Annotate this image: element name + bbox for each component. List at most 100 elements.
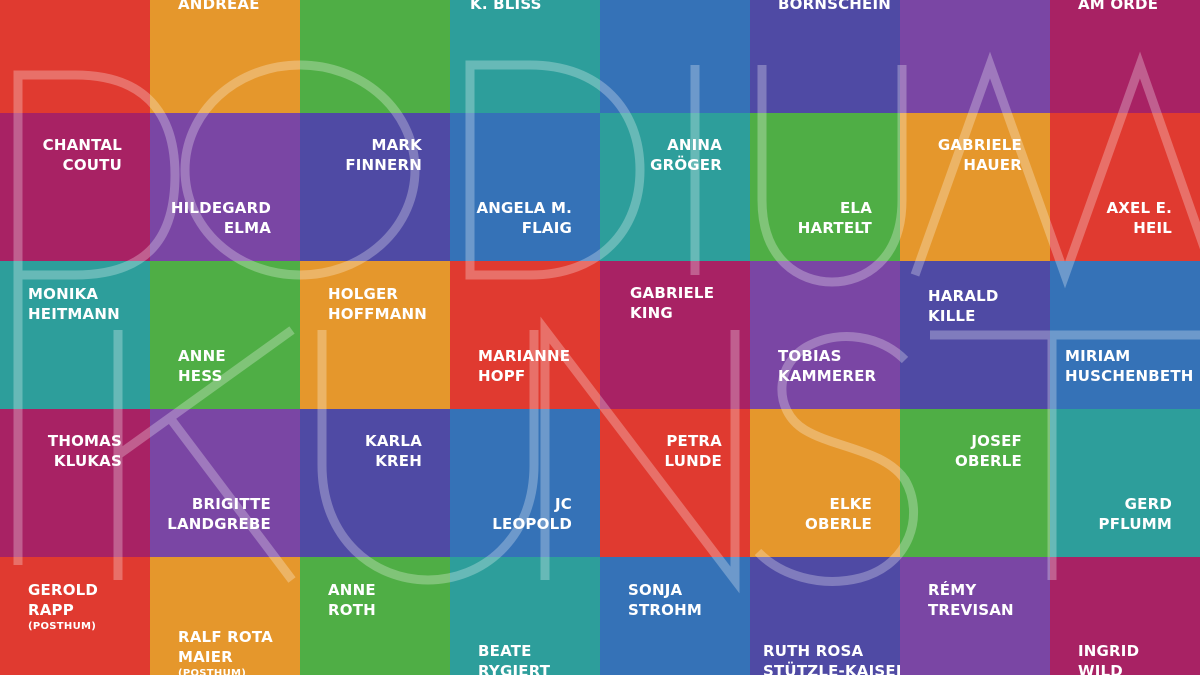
- artist-name-line: TREVISAN: [928, 601, 1014, 619]
- artist-tile: MARK FINNERN: [300, 113, 450, 261]
- artist-name-line: FLAIG: [521, 219, 572, 237]
- artist-name-line: ELMA: [223, 219, 271, 237]
- artist-name-line: BEATE: [478, 642, 532, 660]
- artist-name: PETRA LUNDE: [665, 431, 722, 471]
- artist-name: JC LEOPOLD: [492, 494, 572, 534]
- artist-name-line: GEROLD: [28, 581, 99, 599]
- artist-note: (POSTHUM): [178, 668, 247, 675]
- artist-name-line: RUTH ROSA: [763, 642, 864, 660]
- artist-name-line: RALF ROTA: [178, 628, 273, 646]
- artist-name: GEROLD RAPP (POSTHUM): [28, 580, 98, 634]
- artist-tile: BEATE RYGIERT: [450, 557, 600, 675]
- artist-tile: GEROLD RAPP (POSTHUM): [0, 557, 150, 675]
- artist-tile: FRANKALTMANN: [0, 0, 150, 113]
- artist-name-line: HOFFMANN: [328, 305, 428, 323]
- artist-tile: ANINA GRÖGER: [600, 113, 750, 261]
- artist-name-line: HEIL: [1133, 219, 1172, 237]
- artist-name-line: RYGIERT: [478, 662, 551, 675]
- artist-name: TOBIAS KAMMERER: [778, 346, 876, 386]
- artist-name-line: HOPF: [478, 367, 526, 385]
- artist-name-line: FINNERN: [345, 156, 422, 174]
- artist-name: HILDEGARD ELMA: [171, 198, 271, 238]
- artist-name: THOMAS KLUKAS: [48, 431, 122, 471]
- artist-name-line: PFLUMM: [1098, 515, 1172, 533]
- artist-name: GABRIELE KING: [630, 283, 714, 323]
- artist-tile: PETRA LUNDE: [600, 409, 750, 557]
- artist-name-line: KILLE: [928, 307, 976, 325]
- artist-name-line: ANDREAE: [178, 0, 260, 13]
- artist-name-line: PETRA: [666, 432, 722, 450]
- artist-name-line: RÉMY: [928, 581, 977, 599]
- artist-name: KLAUSANDREAE: [178, 0, 260, 14]
- artist-name-line: JC: [555, 495, 572, 513]
- artist-name: RÉMY TREVISAN: [928, 580, 1014, 620]
- artist-name-line: JOSEF: [971, 432, 1022, 450]
- artist-tile: HILDEGARD ELMA: [150, 113, 300, 261]
- artist-tile: INGRID WILD: [1050, 557, 1200, 675]
- artist-tile: AXEL E. HEIL: [1050, 113, 1200, 261]
- artist-name-line: AXEL E.: [1106, 199, 1172, 217]
- artist-name: MARCBORNSCHEIN: [778, 0, 891, 14]
- artist-name-line: INGRID: [1078, 642, 1140, 660]
- artist-tile: HARALD KILLE: [900, 261, 1050, 409]
- artist-name: MIRIAM HUSCHENBETH: [1065, 346, 1194, 386]
- artist-tile: THOMAS KLUKAS: [0, 409, 150, 557]
- artist-name: ELA HARTELT: [798, 198, 872, 238]
- artist-tile: BRIGITTE LANDGREBE: [150, 409, 300, 557]
- artist-tile: GABRIELE HAUER: [900, 113, 1050, 261]
- artist-name-line: ELA: [839, 199, 872, 217]
- artist-name: MARIANNE HOPF: [478, 346, 570, 386]
- artist-name: WERNERK. BLISS: [470, 0, 544, 14]
- artist-name: BEATE RYGIERT: [478, 641, 550, 675]
- artist-name-line: CHANTAL: [42, 136, 122, 154]
- artist-name: SONJA STROHM: [628, 580, 702, 620]
- artist-tile: MIRIAM HUSCHENBETH: [1050, 261, 1200, 409]
- artist-note: (POSTHUM): [28, 621, 97, 632]
- artist-name: CHANTAL COUTU: [43, 135, 122, 175]
- artist-name-line: KREH: [375, 452, 422, 470]
- artist-name-line: ANGELA M.: [476, 199, 572, 217]
- artist-name-line: HARTELT: [797, 219, 872, 237]
- artist-name: RALF ROTA MAIER (POSTHUM): [178, 627, 273, 675]
- artist-name: ANNE ROTH: [328, 580, 376, 620]
- artist-name-line: KARLA: [365, 432, 422, 450]
- artist-tile: ANNE ROTH: [300, 557, 450, 675]
- artist-tile: ELA HARTELT: [750, 113, 900, 261]
- artist-name: KARLA KREH: [365, 431, 422, 471]
- artist-name-line: ANINA: [667, 136, 722, 154]
- artist-tile: WERNERK. BLISS: [450, 0, 600, 113]
- artist-name-line: COUTU: [62, 156, 122, 174]
- artist-name: EVA BURAM ORDE: [1078, 0, 1158, 14]
- artist-name-line: ELKE: [829, 495, 872, 513]
- artist-name-line: GERD: [1124, 495, 1172, 513]
- artist-name-line: BRIGITTE: [191, 495, 271, 513]
- artist-tile: RALF ROTA MAIER (POSTHUM): [150, 557, 300, 675]
- artist-name-line: KLUKAS: [53, 452, 122, 470]
- artist-tile: RUTH ROSA STÜTZLE-KAISER: [750, 557, 900, 675]
- artist-name-line: K. BLISS: [470, 0, 542, 13]
- artist-name: ANNE HESS: [178, 346, 226, 386]
- artist-name-line: HOLGER: [328, 285, 399, 303]
- artist-tile: ANGELA M. FLAIG: [450, 113, 600, 261]
- artist-tile: RÉMY TREVISAN: [900, 557, 1050, 675]
- artist-name-line: GRÖGER: [650, 156, 722, 174]
- artist-name-line: OBERLE: [955, 452, 1022, 470]
- artist-name-line: MARK: [371, 136, 422, 154]
- artist-name-line: STÜTZLE-KAISER: [763, 662, 900, 675]
- artist-name: RUTH ROSA STÜTZLE-KAISER: [763, 641, 900, 675]
- artist-name-line: LEOPOLD: [492, 515, 572, 533]
- artist-name-line: ROTH: [328, 601, 376, 619]
- artist-name-line: WILD: [1078, 662, 1123, 675]
- artist-tile: JC LEOPOLD: [450, 409, 600, 557]
- artist-name-line: HILDEGARD: [170, 199, 271, 217]
- artist-name-line: ANNE: [178, 347, 226, 365]
- artist-name: INGRID WILD: [1078, 641, 1139, 675]
- artist-name-line: AM ORDE: [1078, 0, 1159, 13]
- artist-tile: EVA BURAM ORDE: [1050, 0, 1200, 113]
- artist-tile: KARLA KREH: [300, 409, 450, 557]
- artist-name-line: KAMMERER: [778, 367, 877, 385]
- artist-tile: ELKE OBERLE: [750, 409, 900, 557]
- artist-name-line: MAIER: [178, 648, 233, 666]
- artist-name-line: HAUER: [963, 156, 1022, 174]
- artist-tile: SONJABINDE: [300, 0, 450, 113]
